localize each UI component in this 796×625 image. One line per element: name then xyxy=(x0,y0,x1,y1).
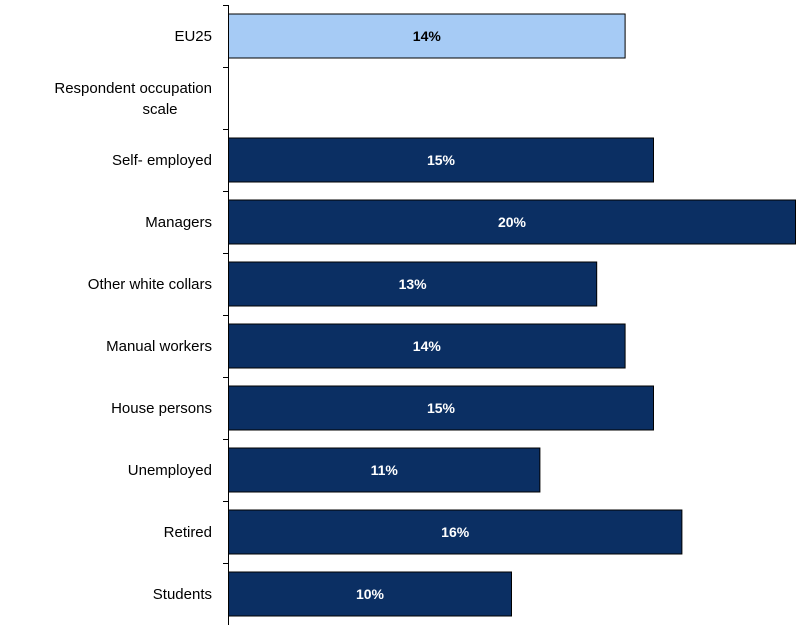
bar-data-label-4: 13% xyxy=(399,276,428,292)
category-label-9: Students xyxy=(153,586,212,603)
category-label-5: Manual workers xyxy=(106,338,212,355)
bar-4 xyxy=(228,261,598,307)
category-label-7: Unemployed xyxy=(128,462,212,479)
category-label-8: Retired xyxy=(164,524,212,541)
bar-9 xyxy=(228,571,512,617)
bar-data-label-7: 11% xyxy=(371,462,399,478)
bar-2 xyxy=(228,137,654,183)
bar-0 xyxy=(228,13,626,59)
bar-7 xyxy=(228,447,541,493)
category-label-4: Other white collars xyxy=(88,276,212,293)
category-label-6: House persons xyxy=(111,400,212,417)
bar-data-label-5: 14% xyxy=(413,338,442,354)
bar-data-label-3: 20% xyxy=(498,214,527,230)
bar-data-label-6: 15% xyxy=(427,400,456,416)
bar-data-label-0: 14% xyxy=(413,28,442,44)
bar-6 xyxy=(228,385,654,431)
category-label-3: Managers xyxy=(145,214,212,231)
bar-5 xyxy=(228,323,626,369)
bar-data-label-9: 10% xyxy=(356,586,385,602)
category-label-2: Self- employed xyxy=(112,152,212,169)
bar-data-label-8: 16% xyxy=(441,524,470,540)
category-label-0: EU25 xyxy=(174,28,212,45)
bar-3 xyxy=(228,199,796,245)
category-label-1: Respondent occupation scale xyxy=(54,80,212,118)
bar-data-label-2: 15% xyxy=(427,152,456,168)
bar-8 xyxy=(228,509,683,555)
